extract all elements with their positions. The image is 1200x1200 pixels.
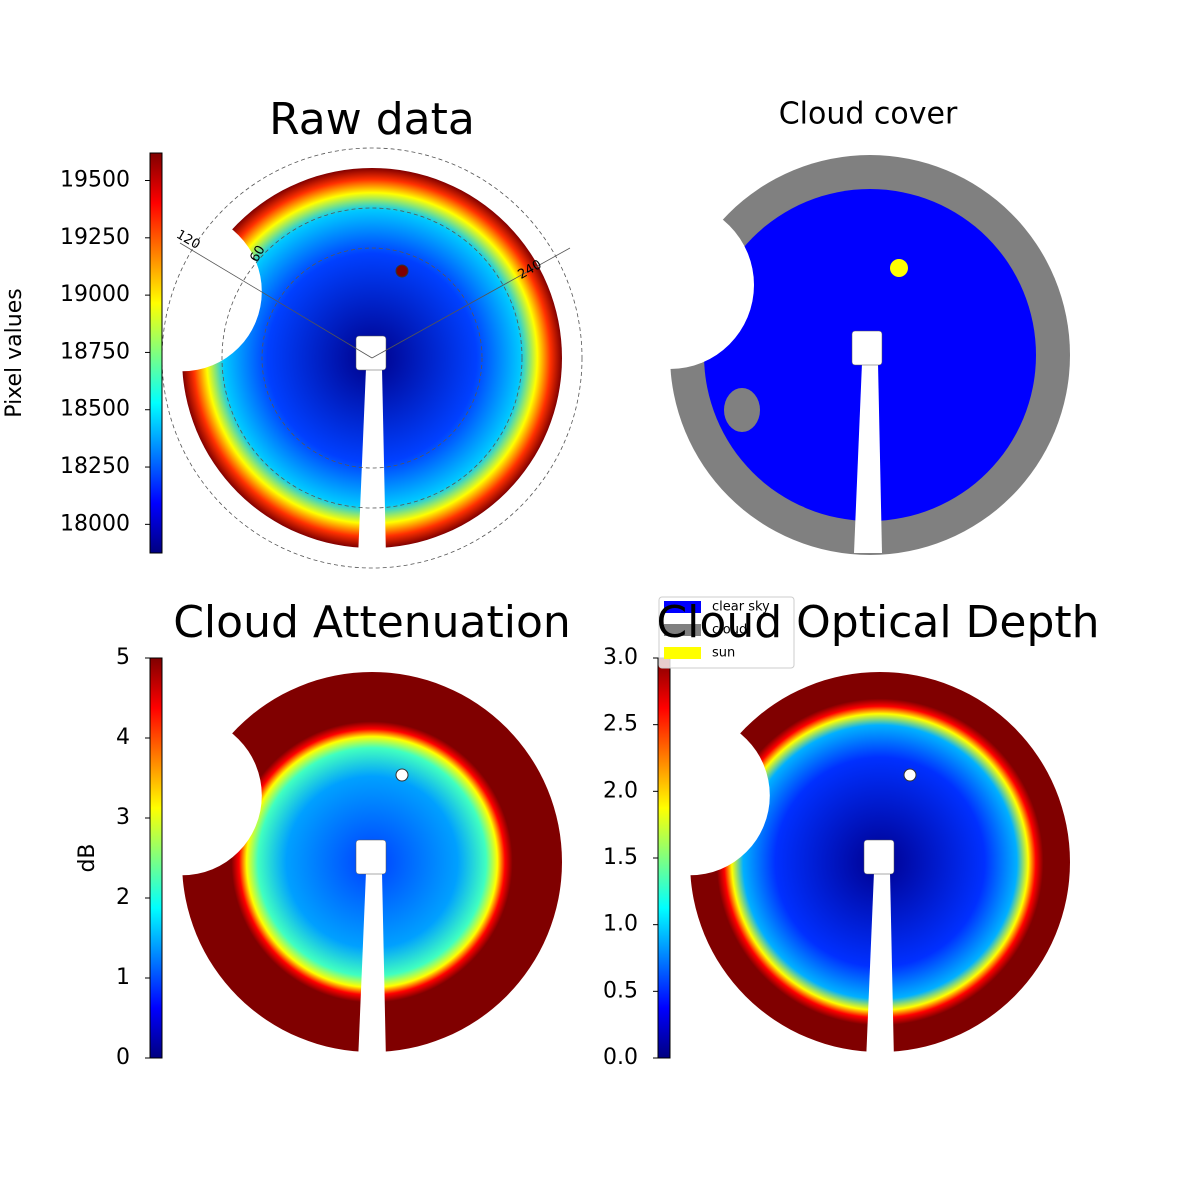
mask-bite [102,715,262,876]
legend-label: clear sky [712,600,770,615]
mask-block [355,839,387,875]
panel-title: Raw data [269,94,475,145]
colorbar-label: Pixel values [2,288,27,417]
colorbar-tick-label: 0.5 [603,978,638,1003]
colorbar-tick-label: 0.0 [603,1045,638,1070]
sun-spot [395,768,409,782]
sun-patch [890,259,908,277]
colorbar-tick-label: 18500 [60,397,130,422]
panel-title: Cloud Attenuation [173,597,571,648]
cloud-patch [781,505,809,525]
sun-spot [395,264,409,278]
polar-spoke [371,247,571,359]
legend-swatch [664,624,701,636]
cloud-patch [724,388,760,432]
colorbar-tick-label: 19250 [60,225,130,250]
mask-arm [358,368,386,558]
mask-bite [610,715,770,876]
panel-title: Cloud Optical Depth [656,597,1099,648]
colorbar-tick-label: 3 [116,805,130,830]
colorbar-tick-label: 19500 [60,168,130,193]
mask-block [863,839,895,875]
polar-grid [261,247,483,469]
colorbar-tick-label: 18250 [60,454,130,479]
legend-swatch [664,647,701,659]
legend-label: cloud [712,623,747,638]
polar-label: 60 [247,243,268,265]
polar-spoke [179,242,373,359]
sun-spot [903,768,917,782]
colorbar [657,657,671,1059]
mask-arm [866,872,894,1062]
mask-block [851,330,883,366]
colorbar-tick-label: 4 [116,725,130,750]
colorbar-tick-label: 1 [116,965,130,990]
mask-block [355,335,387,371]
colorbar-tick-label: 18750 [60,339,130,364]
legend-swatch [664,601,701,613]
colorbar-tick-label: 0 [116,1045,130,1070]
colorbar-tick-label: 2 [116,885,130,910]
polar-grid [221,207,523,509]
mask-bite [102,211,262,372]
mask-arm [358,872,386,1062]
colorbar-tick-label: 5 [116,645,130,670]
colorbar-tick-label: 18000 [60,511,130,536]
colorbar-tick-label: 3.0 [603,645,638,670]
colorbar-tick-label: 19000 [60,282,130,307]
legend-label: sun [712,646,735,661]
colorbar-label: dB [75,843,100,872]
colorbar [149,152,163,554]
colorbar-tick-label: 2.0 [603,778,638,803]
mask-arm [854,363,882,553]
colorbar-tick-label: 1.0 [603,912,638,937]
colorbar-tick-label: 2.5 [603,712,638,737]
colorbar [149,657,163,1059]
mask-bite [586,201,754,369]
panel-title: Cloud cover [779,97,958,132]
colorbar-tick-label: 1.5 [603,845,638,870]
